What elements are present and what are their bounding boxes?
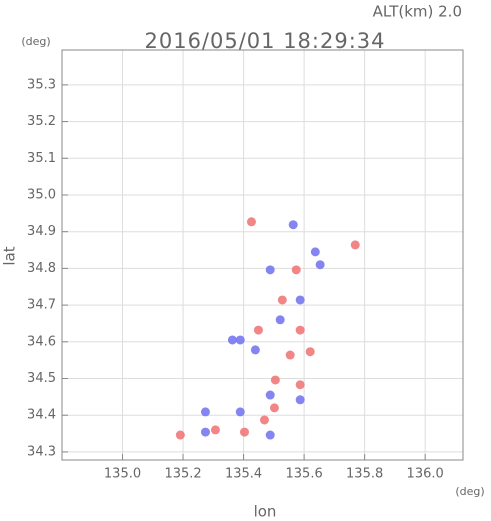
data-point [200,407,210,417]
data-point [285,350,295,360]
data-point [265,390,275,400]
data-point [295,325,305,335]
data-point [239,427,249,437]
data-point [295,380,305,390]
data-point [291,265,301,275]
y-tick-label: 34.3 [27,444,56,459]
y-tick-label: 35.0 [27,187,56,202]
data-point [277,295,287,305]
y-tick-label: 35.2 [27,114,56,129]
data-point [227,335,237,345]
data-point [310,247,320,257]
data-point [250,345,260,355]
data-point [315,260,325,270]
data-point [253,325,263,335]
x-tick-label: 135.2 [164,467,201,482]
y-tick-label: 34.4 [27,408,56,423]
data-point [275,315,285,325]
y-tick-label: 34.8 [27,261,56,276]
y-unit: (deg) [21,35,50,48]
y-tick-label: 35.1 [27,151,56,166]
data-point [200,427,210,437]
x-tick-label: 135.8 [346,467,383,482]
data-point [175,430,185,440]
y-tick-label: 34.5 [27,371,56,386]
data-point [235,335,245,345]
data-point [350,240,360,250]
data-point [295,395,305,405]
y-tick-label: 35.3 [27,77,56,92]
plot-frame [61,49,464,461]
data-point [235,407,245,417]
y-tick-label: 34.9 [27,224,56,239]
x-tick-label: 136.0 [407,467,444,482]
data-point [259,415,269,425]
data-point [246,217,256,227]
data-point [288,220,298,230]
x-axis-label: lon [254,503,277,521]
data-point [210,425,220,435]
data-point [269,403,279,413]
chart-title: 2016/05/01 18:29:34 [144,29,385,53]
y-tick-label: 34.6 [27,334,56,349]
x-tick-label: 135.6 [286,467,323,482]
data-point [265,265,275,275]
data-point [265,430,275,440]
y-tick-label: 34.7 [27,298,56,313]
y-axis-label: lat [1,246,19,265]
data-point [305,347,315,357]
altitude-label: ALT(km) 2.0 [373,3,462,21]
x-tick-label: 135.0 [104,467,141,482]
data-point [270,375,280,385]
x-unit: (deg) [455,485,484,498]
x-tick-label: 135.4 [225,467,262,482]
data-point [295,295,305,305]
